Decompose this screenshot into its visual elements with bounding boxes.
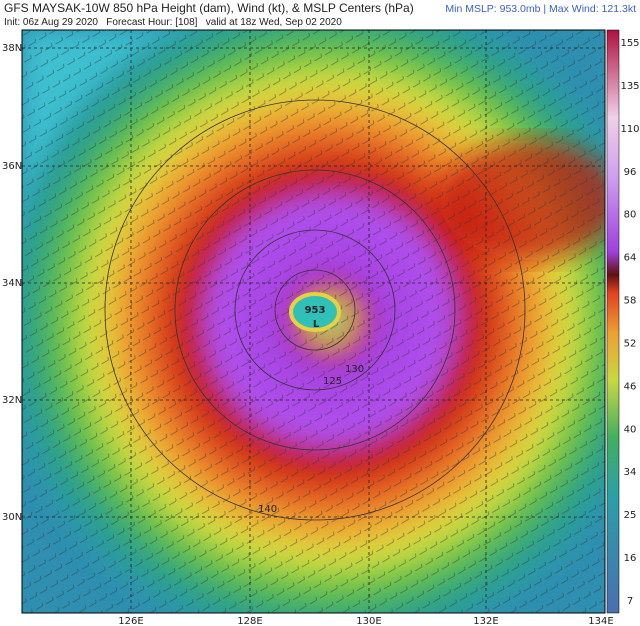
lon-label: 126E xyxy=(118,616,143,626)
colorbar-label: 7 xyxy=(627,596,633,607)
low-symbol: L xyxy=(313,319,320,330)
contour-label: 125 xyxy=(323,376,342,387)
colorbar-label: 34 xyxy=(624,467,637,478)
subtitle: Init: 06z Aug 29 2020 Forecast Hour: [10… xyxy=(4,17,342,28)
colorbar-label: 64 xyxy=(624,253,637,264)
colorbar-label: 52 xyxy=(624,338,637,349)
colorbar-label: 58 xyxy=(624,296,637,307)
low-pressure: 953 xyxy=(305,305,326,316)
colorbar-label: 155 xyxy=(620,38,639,49)
colorbar xyxy=(606,29,620,614)
lat-label: 38N xyxy=(2,43,22,54)
lon-label: 130E xyxy=(356,616,381,626)
title: GFS MAYSAK-10W 850 hPa Height (dam), Win… xyxy=(4,1,414,15)
colorbar-label: 25 xyxy=(624,510,637,521)
colorbar-labels: 155 135 110 96 80 64 58 52 46 40 34 25 16 7 xyxy=(620,38,639,607)
colorbar-label: 96 xyxy=(624,167,637,178)
lat-labels: 38N 36N 34N 32N 30N xyxy=(2,43,22,523)
lon-label: 134E xyxy=(588,616,613,626)
stats: Min MSLP: 953.0mb | Max Wind: 121.3kt xyxy=(445,3,636,15)
colorbar-label: 110 xyxy=(620,124,639,135)
colorbar-label: 135 xyxy=(620,81,639,92)
colorbar-label: 80 xyxy=(624,210,637,221)
colorbar-label: 40 xyxy=(624,424,637,435)
lon-labels: 126E 128E 130E 132E 134E xyxy=(118,616,613,626)
contour-label: 130 xyxy=(345,364,364,375)
map-frame xyxy=(21,29,606,614)
lat-label: 36N xyxy=(2,161,22,172)
lat-label: 30N xyxy=(2,512,22,523)
lon-label: 128E xyxy=(237,616,262,626)
contour-label: 140 xyxy=(258,504,277,515)
colorbar-label: 46 xyxy=(624,381,637,392)
lat-label: 32N xyxy=(2,395,22,406)
colorbar-label: 16 xyxy=(624,553,637,564)
lon-label: 132E xyxy=(473,616,498,626)
lat-label: 34N xyxy=(2,278,22,289)
